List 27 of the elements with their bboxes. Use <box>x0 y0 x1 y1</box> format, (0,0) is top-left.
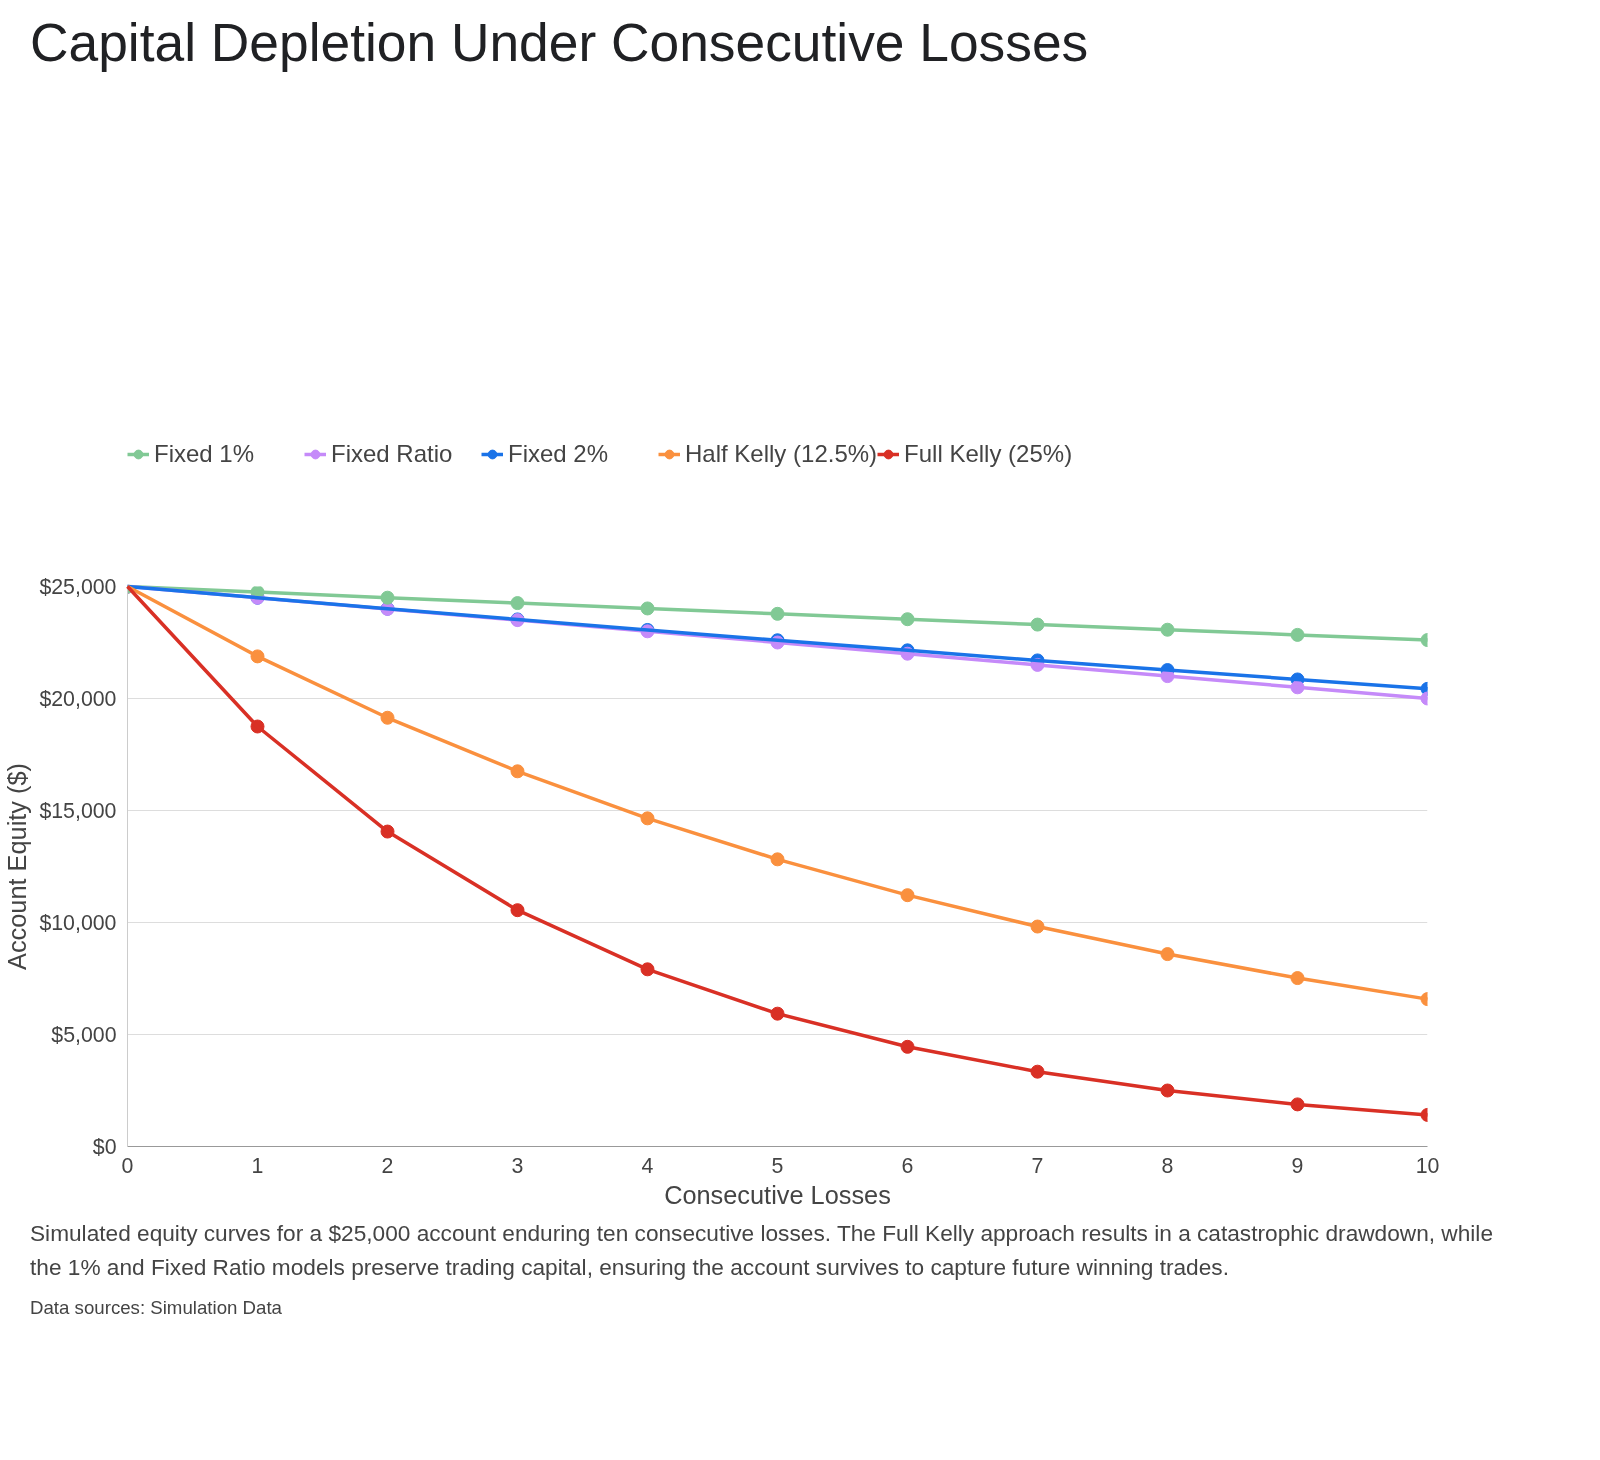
x-tick-label: 0 <box>121 1153 134 1178</box>
text: Simulated equity curves for a $25,000 account enduring ten consecutive losses. The Full Kelly approach results in a catastrophic drawdown, while the 1% and Fixed Ratio models preserve trading capital, ensuring the account survives to capture future winning trades. <box>30 1219 1494 1283</box>
x-tick-label: 3 <box>511 1153 524 1178</box>
y-axis-title: Account Equity ($) <box>3 763 32 971</box>
y-tick-label: $0 <box>92 1134 117 1159</box>
x-tick-label: 5 <box>771 1153 784 1178</box>
x-tick-label: 8 <box>1161 1153 1174 1178</box>
chart-title: Capital Depletion Under Consecutive Losses <box>30 12 1089 74</box>
legend-label: Fixed Ratio <box>331 440 454 469</box>
y-tick-label: $15,000 <box>39 798 117 823</box>
x-tick-label: 1 <box>251 1153 264 1178</box>
legend-label: Fixed 2% <box>508 440 610 469</box>
y-tick-label: $20,000 <box>39 686 117 711</box>
x-tick-label: 4 <box>641 1153 654 1178</box>
x-tick-label: 2 <box>381 1153 394 1178</box>
legend-label: Full Kelly (25%) <box>904 440 1073 469</box>
x-tick-label: 7 <box>1031 1153 1044 1178</box>
y-tick-label: $10,000 <box>39 910 117 935</box>
y-tick-label: $5,000 <box>51 1022 117 1047</box>
legend-label: Half Kelly (12.5%) <box>685 440 878 469</box>
x-axis-title: Consecutive Losses <box>664 1180 891 1209</box>
x-tick-label: 10 <box>1415 1153 1440 1178</box>
legend-label: Fixed 1% <box>154 440 256 469</box>
y-tick-label: $25,000 <box>39 574 117 599</box>
text: Data sources: Simulation Data <box>30 1296 282 1321</box>
x-tick-label: 9 <box>1291 1153 1304 1178</box>
x-tick-label: 6 <box>901 1153 914 1178</box>
